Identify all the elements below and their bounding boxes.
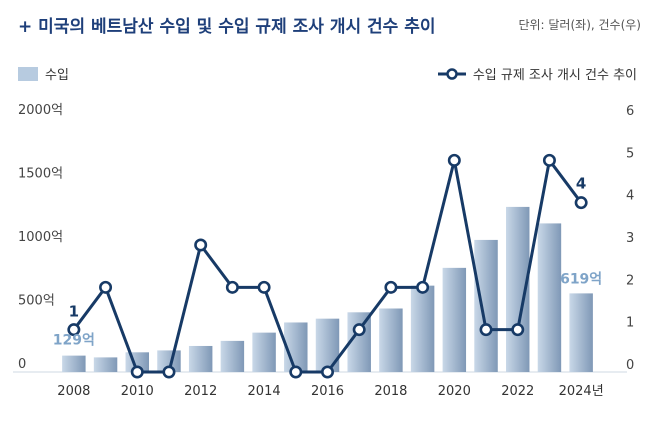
line-point-2015 <box>289 365 303 379</box>
bar-2024 <box>569 293 593 372</box>
legend-line: 수입 규제 조사 개시 건수 추이 <box>437 64 637 83</box>
bar-2014 <box>252 332 276 372</box>
bar-2018 <box>379 308 403 372</box>
line-point-2024 <box>574 196 588 210</box>
y-left-tick: 1000억 <box>18 230 63 245</box>
bar-2019 <box>410 285 435 372</box>
line-point-2013 <box>225 280 239 294</box>
x-tick-2008: 2008 <box>57 384 90 399</box>
line-point-2014 <box>257 280 271 294</box>
y-right-tick: 3 <box>626 231 634 246</box>
legend-bar-label: 수입 <box>45 68 69 83</box>
legend-line-label: 수입 규제 조사 개시 건수 추이 <box>472 68 637 83</box>
legend-bar-swatch <box>18 66 38 81</box>
x-tick-2018: 2018 <box>374 384 407 399</box>
x-tick-2024: 2024년 <box>559 384 604 399</box>
annotation-last-line: 4 <box>576 175 586 193</box>
legend-bar: 수입 <box>18 64 69 83</box>
line-point-2019 <box>416 280 430 294</box>
y-left-tick: 2000억 <box>18 103 63 118</box>
annotation-first-line: 1 <box>69 303 79 321</box>
bar-2008 <box>62 355 86 372</box>
line-point-2020 <box>447 153 461 167</box>
x-tick-2010: 2010 <box>121 384 154 399</box>
x-tick-2014: 2014 <box>248 384 281 399</box>
line-point-2012 <box>194 238 208 252</box>
line-point-2022 <box>511 323 525 337</box>
bar-2009 <box>93 357 118 372</box>
x-tick-2020: 2020 <box>438 384 471 399</box>
bar-2021 <box>474 239 498 372</box>
y-right-tick: 2 <box>626 273 634 288</box>
x-tick-2012: 2012 <box>184 384 217 399</box>
y-right-tick: 1 <box>626 316 634 331</box>
line-point-2016 <box>320 365 334 379</box>
y-left-tick: 500억 <box>18 294 55 309</box>
line-point-2009 <box>99 280 113 294</box>
annotation-first-bar: 129억 <box>53 333 95 349</box>
line-point-2021 <box>479 323 493 337</box>
line-point-2023 <box>542 153 556 167</box>
y-right-tick: 0 <box>626 358 634 373</box>
annotation-last-bar: 619억 <box>560 271 602 287</box>
bar-2016 <box>315 318 340 372</box>
bar-2012 <box>188 345 213 372</box>
bar-2013 <box>220 340 245 372</box>
y-right-tick: 5 <box>626 146 634 161</box>
legend-line-swatch <box>437 67 466 80</box>
y-left-tick: 0 <box>18 357 26 372</box>
chart-title: + 미국의 베트남산 수입 및 수입 규제 조사 개시 건수 추이 <box>18 17 436 37</box>
bar-2020 <box>442 267 467 372</box>
line-point-2010 <box>130 365 144 379</box>
y-right-tick: 6 <box>626 104 634 119</box>
bar-2011 <box>157 350 181 372</box>
bar-2023 <box>537 223 562 372</box>
line-point-2018 <box>384 280 398 294</box>
x-tick-2022: 2022 <box>501 384 534 399</box>
x-tick-2016: 2016 <box>311 384 344 399</box>
unit-note: 단위: 달러(좌), 건수(우) <box>518 18 641 32</box>
y-left-tick: 1500억 <box>18 167 63 182</box>
y-right-tick: 4 <box>626 189 634 204</box>
line-point-2017 <box>352 323 366 337</box>
line-point-2011 <box>162 365 176 379</box>
line-point-2008 <box>67 323 81 337</box>
